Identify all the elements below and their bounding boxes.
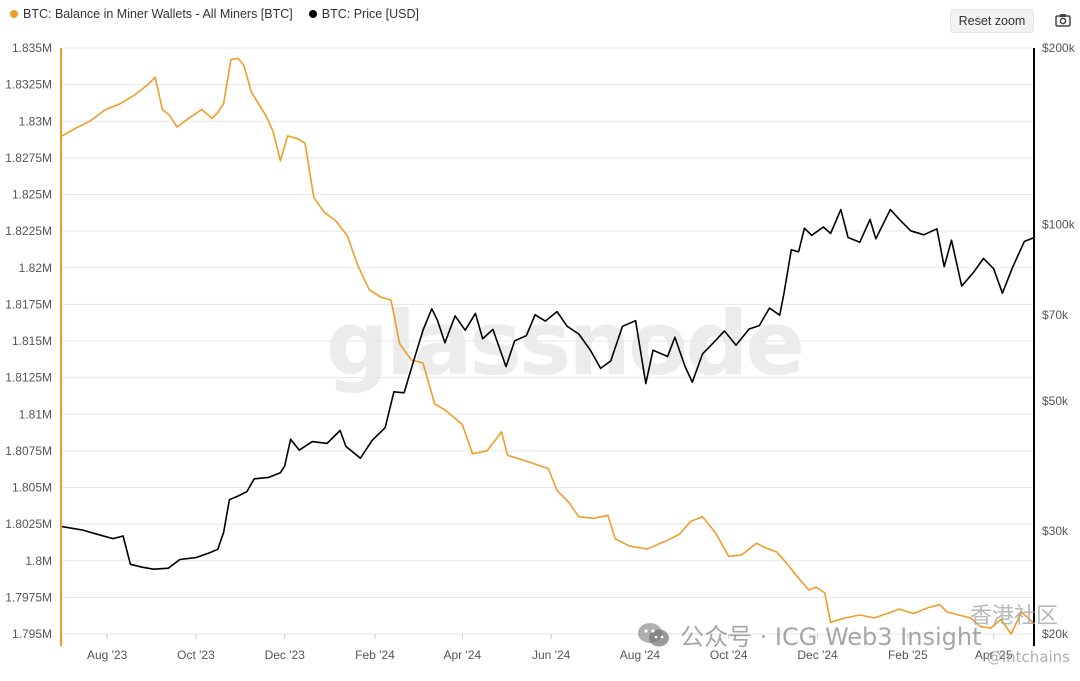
y-left-tick-label: 1.7975M: [5, 590, 52, 604]
y-left-tick-label: 1.8025M: [5, 517, 52, 531]
x-tick-label: Aug '23: [87, 648, 128, 662]
legend-item-miner-balance[interactable]: BTC: Balance in Miner Wallets - All Mine…: [10, 7, 293, 21]
y-left-tick-label: 1.795M: [12, 627, 52, 641]
y-left-tick-label: 1.835M: [12, 41, 52, 55]
y-left-tick-label: 1.8325M: [5, 78, 52, 92]
y-right-tick-label: $200k: [1042, 41, 1076, 55]
y-left-tick-label: 1.8275M: [5, 151, 52, 165]
y-left-tick-label: 1.8225M: [5, 224, 52, 238]
y-left-tick-label: 1.8175M: [5, 297, 52, 311]
y-right-tick-label: $50k: [1042, 394, 1069, 408]
x-tick-label: Jun '24: [532, 648, 571, 662]
y-left-tick-label: 1.8075M: [5, 444, 52, 458]
x-tick-label: Feb '24: [355, 648, 395, 662]
x-tick-label: Apr '25: [975, 648, 1013, 662]
x-tick-label: Dec '23: [265, 648, 306, 662]
x-tick-label: Dec '24: [797, 648, 838, 662]
y-right-tick-label: $30k: [1042, 524, 1069, 538]
y-left-tick-label: 1.8M: [25, 554, 52, 568]
btc-price-line: [61, 208, 1034, 571]
wechat-icon: [638, 622, 669, 646]
chart-legend: BTC: Balance in Miner Wallets - All Mine…: [10, 7, 419, 21]
y-left-tick-label: 1.815M: [12, 334, 52, 348]
y-right-tick-label: $70k: [1042, 308, 1069, 322]
y-left-tick-label: 1.8125M: [5, 371, 52, 385]
wechat-account-label: 公众号 · ICG Web3 Insight: [680, 623, 982, 651]
camera-icon[interactable]: [1054, 11, 1072, 29]
miner-series-marker: [10, 10, 18, 18]
y-left-tick-label: 1.825M: [12, 188, 52, 202]
y-left-tick-label: 1.82M: [19, 261, 52, 275]
y-left-tick-label: 1.805M: [12, 481, 52, 495]
y-left-tick-label: 1.83M: [19, 114, 52, 128]
x-tick-label: Feb '25: [888, 648, 928, 662]
y-right-tick-label: $100k: [1042, 217, 1076, 231]
legend-label-price: BTC: Price [USD]: [321, 7, 419, 21]
handle-watermark: @Intchains: [986, 648, 1070, 666]
x-tick-label: Aug '24: [620, 648, 661, 662]
x-tick-label: Oct '24: [710, 648, 748, 662]
y-left-tick-label: 1.81M: [19, 407, 52, 421]
price-series-marker: [308, 10, 317, 18]
x-tick-label: Apr '24: [444, 648, 482, 662]
y-right-tick-label: $20k: [1042, 627, 1069, 641]
legend-label-miner: BTC: Balance in Miner Wallets - All Mine…: [23, 7, 293, 21]
legend-item-price[interactable]: BTC: Price [USD]: [308, 7, 419, 21]
reset-zoom-button[interactable]: Reset zoom: [950, 9, 1034, 33]
miner-balance-line: [61, 57, 1034, 635]
x-tick-label: Oct '23: [177, 648, 215, 662]
corner-watermark: 香港社区: [969, 604, 1058, 629]
wechat-watermark: 公众号 · ICG Web3 Insight: [636, 617, 982, 652]
